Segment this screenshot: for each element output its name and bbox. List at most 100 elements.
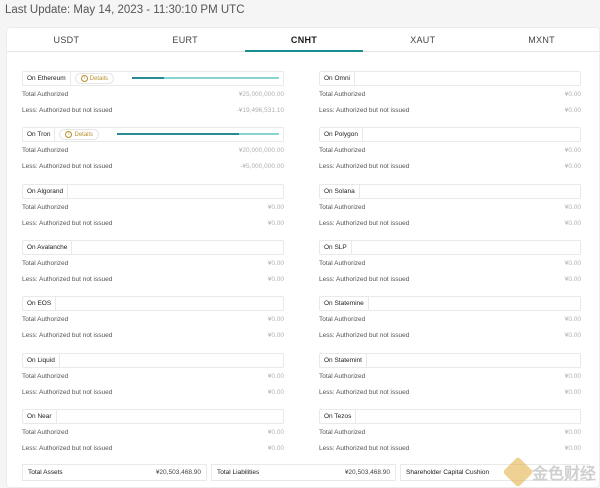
less-authorized-row: Less: Authorized but not issued ¥0.00 (22, 276, 284, 283)
currency-tabs: USDT EURT CNHT XAUT MXNT (7, 28, 600, 52)
details-button[interactable]: i Details (59, 129, 99, 141)
chain-name: On SLP (320, 240, 352, 254)
row-value: ¥0.00 (564, 388, 581, 396)
row-value: ¥0.00 (564, 332, 581, 340)
total-authorized-row: Total Authorized ¥0.00 (22, 429, 284, 436)
row-label: Less: Authorized but not issued (319, 275, 410, 283)
less-authorized-row: Less: Authorized but not issued ¥0.00 (22, 445, 284, 452)
less-authorized-row: Less: Authorized but not issued -¥19,496,… (22, 107, 284, 114)
row-label: Total Authorized (319, 91, 366, 98)
row-value: ¥0.00 (564, 163, 581, 171)
row-value: ¥0.00 (564, 203, 581, 211)
row-value: ¥0.00 (267, 203, 284, 211)
chain-card: On Algorand Total Authorized ¥0.00 Less: Au… (22, 183, 284, 230)
row-label: Total Authorized (319, 259, 366, 267)
total-authorized-row: Total Authorized ¥0.00 (319, 316, 581, 323)
row-value: ¥0.00 (267, 388, 284, 396)
tab-cnht[interactable]: CNHT (244, 28, 364, 52)
row-label: Total Authorized (319, 428, 366, 436)
row-value: ¥0.00 (267, 372, 284, 380)
chain-header: On Ethereum i Details (22, 71, 284, 86)
row-value: ¥20,000,000.00 (238, 147, 284, 155)
issuance-bar-fill (117, 133, 239, 136)
chain-card: On Statemint Total Authorized ¥0.00 Less: A… (319, 352, 581, 399)
less-authorized-row: Less: Authorized but not issued -¥5,000,0… (22, 163, 284, 170)
chain-card: On SLP Total Authorized ¥0.00 Less: Authori… (319, 239, 581, 286)
total-authorized-row: Total Authorized ¥25,000,000.00 (22, 91, 284, 98)
total-authorized-row: Total Authorized ¥0.00 (319, 373, 581, 380)
chain-name: On Near (23, 409, 57, 423)
row-label: Less: Authorized but not issued (22, 275, 113, 283)
row-value: ¥0.00 (564, 91, 581, 98)
chain-name: On Solana (320, 184, 360, 198)
chain-card: On Ethereum i Details Total Authorized ¥25,0… (22, 71, 284, 117)
chain-header: On EOS (22, 296, 284, 312)
chain-name: On Liquid (23, 353, 60, 367)
details-label: Details (89, 75, 109, 82)
row-label: Total Authorized (319, 372, 366, 380)
row-value: ¥0.00 (267, 275, 284, 283)
info-icon: i (80, 75, 88, 82)
chain-card: On Avalanche Total Authorized ¥0.00 Less: A… (22, 239, 284, 286)
row-value: ¥0.00 (267, 444, 284, 452)
total-assets: Total Assets ¥20,503,468.90 (22, 464, 207, 481)
row-label: Less: Authorized but not issued (319, 444, 410, 452)
chain-name: On Tezos (320, 409, 357, 423)
row-label: Less: Authorized but not issued (22, 444, 113, 452)
chain-header: On Solana (319, 183, 581, 199)
row-label: Less: Authorized but not issued (319, 388, 410, 396)
row-label: Less: Authorized but not issued (22, 332, 113, 340)
row-label: Less: Authorized but not issued (22, 107, 113, 114)
chain-name: On EOS (23, 297, 57, 311)
chain-name: On Statemint (320, 353, 367, 367)
row-value: ¥0.00 (564, 444, 581, 452)
chain-card: On Liquid Total Authorized ¥0.00 Less: Auth… (22, 352, 284, 399)
row-label: Less: Authorized but not issued (319, 107, 410, 114)
total-authorized-row: Total Authorized ¥0.00 (22, 260, 284, 267)
last-update: Last Update: May 14, 2023 - 11:30:10 PM … (5, 4, 245, 16)
row-label: Less: Authorized but not issued (22, 388, 113, 396)
total-authorized-row: Total Authorized ¥0.00 (22, 373, 284, 380)
tab-xaut[interactable]: XAUT (410, 35, 436, 45)
row-value: -¥19,496,531.10 (236, 107, 284, 114)
chain-card: On Omni Total Authorized ¥0.00 Less: Author… (319, 71, 581, 117)
row-label: Total Authorized (319, 147, 366, 155)
total-liabilities-value: ¥20,503,468.90 (344, 469, 390, 476)
total-liabilities-label: Total Liabilities (217, 469, 260, 476)
total-assets-label: Total Assets (28, 469, 63, 476)
row-value: ¥0.00 (564, 372, 581, 380)
watermark-text: 金色财经 (531, 466, 596, 483)
tab-usdt[interactable]: USDT (53, 35, 80, 45)
chain-header: On SLP (319, 239, 581, 255)
total-assets-value: ¥20,503,468.90 (155, 469, 201, 476)
total-authorized-row: Total Authorized ¥0.00 (22, 204, 284, 211)
chain-header: On Liquid (22, 352, 284, 368)
row-value: ¥0.00 (564, 219, 581, 227)
details-button[interactable]: i Details (74, 73, 115, 84)
less-authorized-row: Less: Authorized but not issued ¥0.00 (22, 220, 284, 227)
row-value: ¥0.00 (267, 332, 284, 340)
details-label: Details (74, 131, 93, 138)
chain-name: On Statemine (320, 297, 369, 311)
less-authorized-row: Less: Authorized but not issued ¥0.00 (319, 389, 581, 396)
chain-name: On Omni (320, 72, 356, 85)
issuance-bar (132, 77, 279, 79)
row-value: ¥0.00 (267, 219, 284, 227)
row-label: Total Authorized (22, 259, 69, 267)
total-authorized-row: Total Authorized ¥20,000,000.00 (22, 147, 284, 154)
tab-mxnt[interactable]: MXNT (528, 35, 555, 45)
row-label: Total Authorized (22, 316, 69, 324)
issuance-bar-fill (132, 77, 165, 79)
less-authorized-row: Less: Authorized but not issued ¥0.00 (22, 389, 284, 396)
row-value: ¥0.00 (564, 107, 581, 114)
total-authorized-row: Total Authorized ¥0.00 (319, 429, 581, 436)
chain-header: On Avalanche (22, 239, 284, 255)
tab-eurt[interactable]: EURT (172, 35, 198, 45)
chain-header: On Tezos (319, 408, 581, 424)
row-label: Total Authorized (319, 316, 366, 324)
chain-card: On Statemine Total Authorized ¥0.00 Less: A… (319, 296, 581, 342)
row-label: Less: Authorized but not issued (319, 163, 410, 171)
row-value: ¥0.00 (564, 259, 581, 267)
shareholder-capital-label: Shareholder Capital Cushion (406, 469, 490, 476)
chain-name: On Algorand (23, 184, 69, 198)
